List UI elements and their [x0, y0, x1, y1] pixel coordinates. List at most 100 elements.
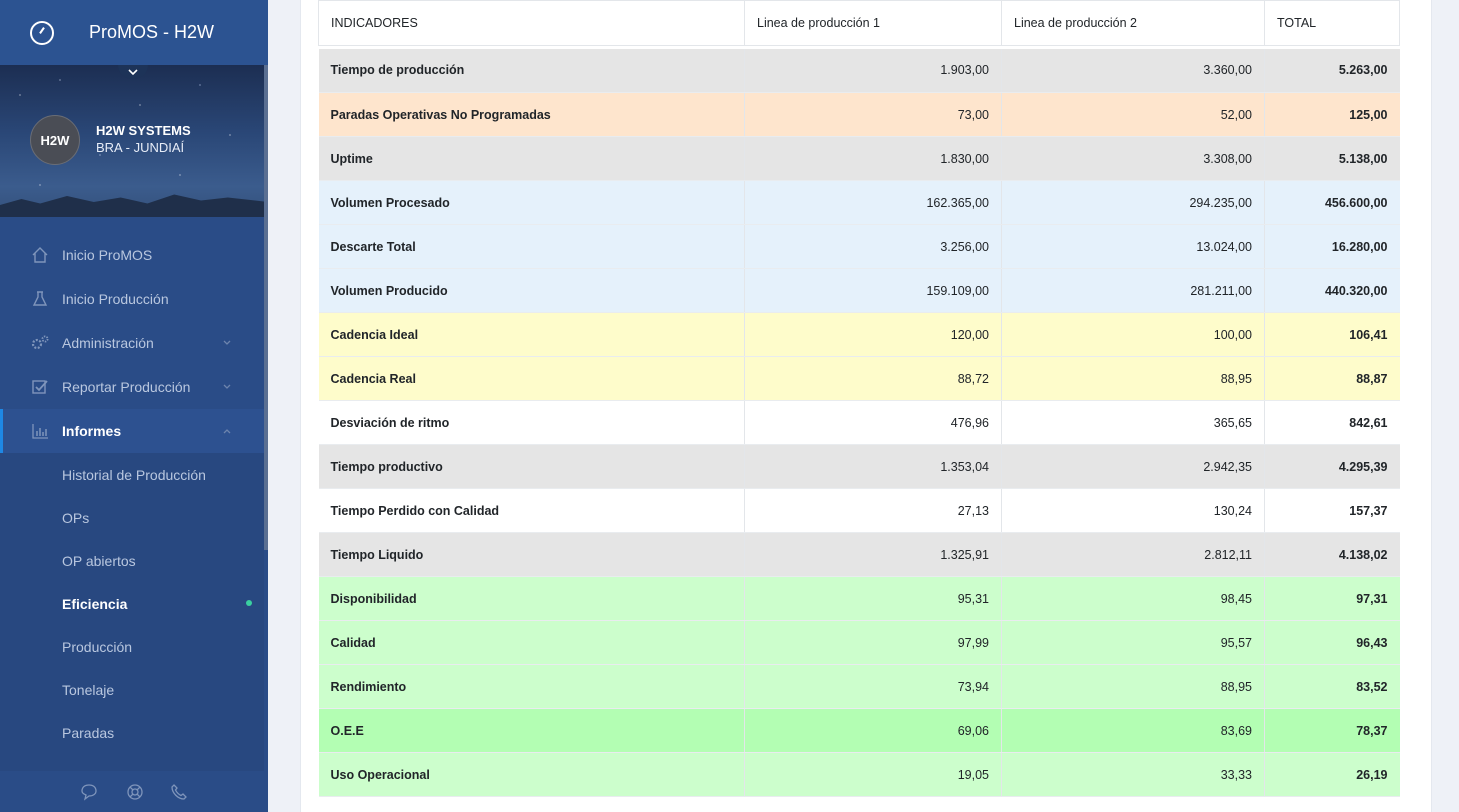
line-1-value: 1.830,00: [744, 136, 1002, 181]
lifebuoy-icon[interactable]: [126, 783, 144, 801]
table-row: Paradas Operativas No Programadas 73,00 …: [318, 92, 1400, 137]
total-value: 456.600,00: [1264, 180, 1400, 225]
indicator-label: Cadencia Real: [318, 356, 745, 401]
nav-item-label: Reportar Producción: [62, 379, 191, 395]
table-row: Volumen Procesado 162.365,00 294.235,00 …: [318, 180, 1400, 225]
table-row: Uptime 1.830,00 3.308,00 5.138,00: [318, 136, 1400, 181]
indicator-label: Rendimiento: [318, 664, 745, 709]
line-1-value: 73,00: [744, 92, 1002, 137]
indicator-label: Cadencia Ideal: [318, 312, 745, 357]
nav-item-inicio-produccion[interactable]: Inicio Producción: [0, 277, 264, 321]
line-2-value: 88,95: [1001, 664, 1265, 709]
flask-icon: [30, 289, 50, 309]
company-name: H2W SYSTEMS: [96, 123, 191, 138]
sidebar-footer: [0, 771, 268, 812]
table-row: Volumen Producido 159.109,00 281.211,00 …: [318, 268, 1400, 313]
line-1-value: 88,72: [744, 356, 1002, 401]
line-2-value: 130,24: [1001, 488, 1265, 533]
line-1-value: 1.325,91: [744, 532, 1002, 577]
line-1-value: 73,94: [744, 664, 1002, 709]
line-2-value: 100,00: [1001, 312, 1265, 357]
line-1-value: 69,06: [744, 708, 1002, 753]
table-row: Calidad 97,99 95,57 96,43: [318, 620, 1400, 665]
subnav-item-eficiencia[interactable]: Eficiencia: [0, 582, 264, 625]
total-value: 842,61: [1264, 400, 1400, 445]
line-2-value: 98,45: [1001, 576, 1265, 621]
line-2-value: 83,69: [1001, 708, 1265, 753]
total-value: 78,37: [1264, 708, 1400, 753]
profile-toggle-button[interactable]: [118, 65, 148, 79]
line-1-value: 162.365,00: [744, 180, 1002, 225]
chat-icon[interactable]: [80, 783, 100, 801]
main-nav: Inicio ProMOS Inicio Producción Administ…: [0, 233, 264, 453]
subnav-item-produccion[interactable]: Producción: [62, 638, 133, 655]
total-value: 5.138,00: [1264, 136, 1400, 181]
column-header-linea-1[interactable]: Linea de producción 1: [744, 0, 1002, 46]
line-1-value: 1.353,04: [744, 444, 1002, 489]
nav-item-label: Inicio ProMOS: [62, 247, 153, 263]
sidebar-scrollbar[interactable]: [264, 65, 268, 550]
line-2-value: 2.812,11: [1001, 532, 1265, 577]
indicator-label: Uso Operacional: [318, 752, 745, 797]
column-header-total[interactable]: TOTAL: [1264, 0, 1400, 46]
line-2-value: 281.211,00: [1001, 268, 1265, 313]
total-value: 16.280,00: [1264, 224, 1400, 269]
chevron-down-icon: [128, 69, 138, 76]
company-location: BRA - JUNDIAÍ: [96, 140, 185, 155]
subnav-item-tonelaje[interactable]: Tonelaje: [62, 681, 115, 698]
spacer-cell: [318, 45, 1400, 49]
nav-item-administracion[interactable]: Administración: [0, 321, 264, 365]
indicators-table: INDICADORES Linea de producción 1 Linea …: [318, 0, 1400, 797]
indicator-label: Tiempo Liquido: [318, 532, 745, 577]
indicator-label: Tiempo Perdido con Calidad: [318, 488, 745, 533]
subnav-item-historial[interactable]: Historial de Producción: [62, 466, 206, 483]
checkbox-icon: [30, 377, 50, 397]
column-header-indicadores[interactable]: INDICADORES: [318, 0, 745, 46]
phone-icon[interactable]: [170, 783, 188, 801]
chevron-up-icon: [223, 429, 231, 434]
total-value: 4.295,39: [1264, 444, 1400, 489]
nav-item-reportar-produccion[interactable]: Reportar Producción: [0, 365, 264, 409]
indicator-label: O.E.E: [318, 708, 745, 753]
line-2-value: 88,95: [1001, 356, 1265, 401]
nav-item-informes[interactable]: Informes: [0, 409, 264, 453]
subnav-item-label: Eficiencia: [62, 595, 128, 612]
line-1-value: 3.256,00: [744, 224, 1002, 269]
avatar[interactable]: H2W: [30, 115, 80, 165]
table-row: Cadencia Real 88,72 88,95 88,87: [318, 356, 1400, 401]
brand-header: ProMOS - H2W: [0, 0, 268, 65]
line-1-value: 27,13: [744, 488, 1002, 533]
indicator-label: Descarte Total: [318, 224, 745, 269]
line-2-value: 3.308,00: [1001, 136, 1265, 181]
indicator-label: Tiempo productivo: [318, 444, 745, 489]
line-2-value: 33,33: [1001, 752, 1265, 797]
subnav-item-ops[interactable]: OPs: [62, 509, 90, 526]
informes-subnav: Historial de Producción OPs OP abiertos …: [0, 453, 264, 771]
app-title[interactable]: ProMOS - H2W: [89, 22, 215, 42]
indicator-label: Paradas Operativas No Programadas: [318, 92, 745, 137]
table-row: Tiempo de producción 1.903,00 3.360,00 5…: [318, 48, 1400, 93]
nav-item-label: Administración: [62, 335, 154, 351]
line-1-value: 97,99: [744, 620, 1002, 665]
nav-item-label: Informes: [62, 423, 122, 439]
active-dot-icon: [246, 600, 252, 606]
total-value: 4.138,02: [1264, 532, 1400, 577]
line-1-value: 120,00: [744, 312, 1002, 357]
table-row: Tiempo productivo 1.353,04 2.942,35 4.29…: [318, 444, 1400, 489]
line-2-value: 3.360,00: [1001, 48, 1265, 93]
subnav-item-op-abiertos[interactable]: OP abiertos: [62, 552, 136, 569]
total-value: 125,00: [1264, 92, 1400, 137]
table-row: Uso Operacional 19,05 33,33 26,19: [318, 752, 1400, 797]
total-value: 26,19: [1264, 752, 1400, 797]
line-1-value: 19,05: [744, 752, 1002, 797]
table-row: Cadencia Ideal 120,00 100,00 106,41: [318, 312, 1400, 357]
total-value: 96,43: [1264, 620, 1400, 665]
nav-item-inicio-promos[interactable]: Inicio ProMOS: [0, 233, 264, 277]
column-header-linea-2[interactable]: Linea de producción 2: [1001, 0, 1265, 46]
table-row: Descarte Total 3.256,00 13.024,00 16.280…: [318, 224, 1400, 269]
subnav-item-paradas[interactable]: Paradas: [62, 724, 115, 741]
table-row: Tiempo Perdido con Calidad 27,13 130,24 …: [318, 488, 1400, 533]
line-2-value: 365,65: [1001, 400, 1265, 445]
indicator-label: Volumen Procesado: [318, 180, 745, 225]
total-value: 157,37: [1264, 488, 1400, 533]
